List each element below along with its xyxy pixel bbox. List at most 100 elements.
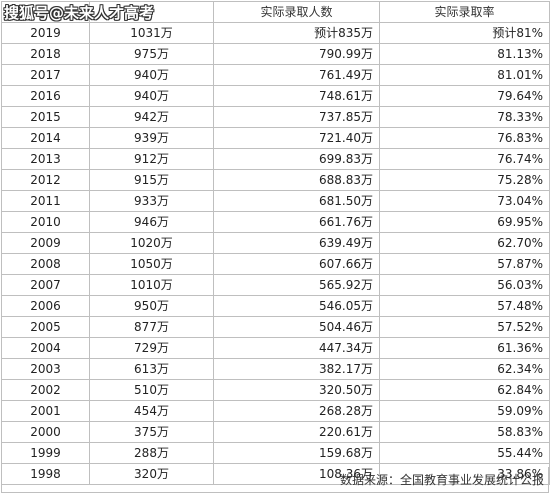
cell-rate: 59.09% [379, 400, 550, 422]
cell-rate: 57.52% [379, 316, 550, 338]
table-row: 2008 1050万 607.66万 57.87% [1, 253, 550, 275]
cell-year: 2005 [1, 316, 90, 338]
cell-year: 2011 [1, 190, 90, 212]
header-admitted: 实际录取人数 [213, 1, 380, 23]
cell-adm: 382.17万 [213, 358, 380, 380]
cell-adm: 607.66万 [213, 253, 380, 275]
source-footer: 数据来源：全国教育事业发展统计公报 [1, 467, 549, 493]
header-rate: 实际录取率 [379, 1, 550, 23]
cell-year: 2015 [1, 106, 90, 128]
cell-reg: 933万 [89, 190, 214, 212]
cell-reg: 1050万 [89, 253, 214, 275]
cell-reg: 375万 [89, 421, 214, 443]
table-header-row: 实际录取人数 实际录取率 [1, 1, 550, 23]
table-row: 2011 933万 681.50万 73.04% [1, 190, 550, 212]
cell-year: 2017 [1, 64, 90, 86]
watermark: 搜狐号@未来人才高考 [4, 4, 155, 22]
cell-rate: 69.95% [379, 211, 550, 233]
cell-adm: 688.83万 [213, 169, 380, 191]
cell-reg: 510万 [89, 379, 214, 401]
cell-year: 2019 [1, 22, 90, 44]
cell-reg: 912万 [89, 148, 214, 170]
cell-rate: 55.44% [379, 442, 550, 464]
cell-reg: 1020万 [89, 232, 214, 254]
cell-adm: 699.83万 [213, 148, 380, 170]
cell-rate: 57.87% [379, 253, 550, 275]
cell-rate: 79.64% [379, 85, 550, 107]
cell-rate: 73.04% [379, 190, 550, 212]
cell-rate: 81.01% [379, 64, 550, 86]
cell-year: 2009 [1, 232, 90, 254]
cell-reg: 940万 [89, 64, 214, 86]
cell-reg: 950万 [89, 295, 214, 317]
cell-rate: 33.86% [379, 463, 550, 485]
cell-year: 2012 [1, 169, 90, 191]
table-row: 2000 375万 220.61万 58.83% [1, 421, 550, 443]
cell-year: 2004 [1, 337, 90, 359]
cell-year: 2013 [1, 148, 90, 170]
table-row: 2007 1010万 565.92万 56.03% [1, 274, 550, 296]
cell-rate: 75.28% [379, 169, 550, 191]
cell-reg: 939万 [89, 127, 214, 149]
cell-year: 2002 [1, 379, 90, 401]
cell-year: 2014 [1, 127, 90, 149]
table-row: 1999 288万 159.68万 55.44% [1, 442, 550, 464]
cell-reg: 320万 [89, 463, 214, 485]
cell-adm: 761.49万 [213, 64, 380, 86]
cell-rate: 57.48% [379, 295, 550, 317]
table-row: 2004 729万 447.34万 61.36% [1, 337, 550, 359]
cell-adm: 108.36万 [213, 463, 380, 485]
cell-adm: 681.50万 [213, 190, 380, 212]
table-row: 2006 950万 546.05万 57.48% [1, 295, 550, 317]
cell-rate: 61.36% [379, 337, 550, 359]
cell-year: 2010 [1, 211, 90, 233]
cell-reg: 613万 [89, 358, 214, 380]
cell-rate: 81.13% [379, 43, 550, 65]
cell-reg: 915万 [89, 169, 214, 191]
cell-reg: 454万 [89, 400, 214, 422]
table-row: 2016 940万 748.61万 79.64% [1, 85, 550, 107]
cell-adm: 748.61万 [213, 85, 380, 107]
table-row: 2019 1031万 预计835万 预计81% [1, 22, 550, 44]
table-row: 2001 454万 268.28万 59.09% [1, 400, 550, 422]
source-note: 数据来源：全国教育事业发展统计公报 [339, 473, 544, 487]
cell-year: 2003 [1, 358, 90, 380]
table-row: 2005 877万 504.46万 57.52% [1, 316, 550, 338]
cell-adm: 790.99万 [213, 43, 380, 65]
cell-reg: 940万 [89, 85, 214, 107]
cell-rate: 76.83% [379, 127, 550, 149]
cell-adm: 661.76万 [213, 211, 380, 233]
cell-reg: 877万 [89, 316, 214, 338]
cell-adm: 639.49万 [213, 232, 380, 254]
table-row: 2002 510万 320.50万 62.84% [1, 379, 550, 401]
table-row: 2018 975万 790.99万 81.13% [1, 43, 550, 65]
cell-rate: 58.83% [379, 421, 550, 443]
cell-rate: 78.33% [379, 106, 550, 128]
table-row: 2012 915万 688.83万 75.28% [1, 169, 550, 191]
cell-year: 2016 [1, 85, 90, 107]
table-row: 2010 946万 661.76万 69.95% [1, 211, 550, 233]
cell-rate: 56.03% [379, 274, 550, 296]
cell-reg: 946万 [89, 211, 214, 233]
cell-reg: 1010万 [89, 274, 214, 296]
cell-adm: 565.92万 [213, 274, 380, 296]
cell-adm: 447.34万 [213, 337, 380, 359]
cell-adm: 220.61万 [213, 421, 380, 443]
cell-year: 2007 [1, 274, 90, 296]
cell-adm: 268.28万 [213, 400, 380, 422]
table-body: 2019 1031万 预计835万 预计81% 2018 975万 790.99万 81.13… [1, 22, 550, 485]
cell-rate: 预计81% [379, 22, 550, 44]
cell-year: 2001 [1, 400, 90, 422]
table-row: 2015 942万 737.85万 78.33% [1, 106, 550, 128]
cell-rate: 76.74% [379, 148, 550, 170]
cell-rate: 62.34% [379, 358, 550, 380]
table-row: 2014 939万 721.40万 76.83% [1, 127, 550, 149]
cell-rate: 62.84% [379, 379, 550, 401]
cell-year: 1999 [1, 442, 90, 464]
table-row: 2009 1020万 639.49万 62.70% [1, 232, 550, 254]
table-row: 1998 320万 108.36万 33.86% [1, 463, 550, 485]
cell-adm: 320.50万 [213, 379, 380, 401]
admission-table: 实际录取人数 实际录取率 2019 1031万 预计835万 预计81% 2018 975… [1, 1, 550, 485]
table-row: 2013 912万 699.83万 76.74% [1, 148, 550, 170]
